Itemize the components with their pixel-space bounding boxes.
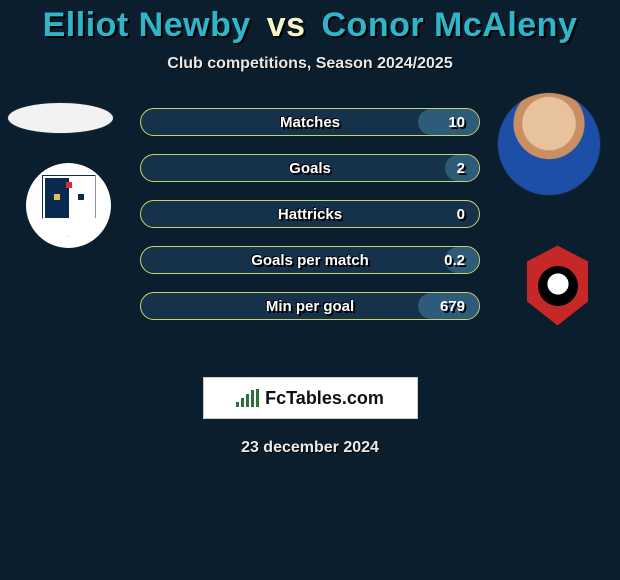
barrow-shield-icon <box>42 175 96 237</box>
branding-bar-icon <box>246 394 249 407</box>
branding-bar-icon <box>236 402 239 407</box>
stat-bar: Matches 10 <box>140 108 480 136</box>
stat-bar-value-right: 679 <box>440 298 465 315</box>
stat-bar: Hattricks 0 <box>140 200 480 228</box>
branding-bars-icon <box>236 389 259 407</box>
stat-bar: Goals 2 <box>140 154 480 182</box>
date-text: 23 december 2024 <box>0 439 620 457</box>
player2-name: Conor McAleny <box>322 6 578 44</box>
player1-name: Elliot Newby <box>43 6 251 44</box>
branding-bar-icon <box>241 398 244 407</box>
stat-bar-value-right: 10 <box>448 114 465 131</box>
salford-shield-icon <box>524 246 592 326</box>
stat-bar-label: Hattricks <box>278 206 342 223</box>
player1-photo <box>8 103 113 133</box>
lion-face-icon <box>538 266 578 306</box>
stat-bar-label: Min per goal <box>266 298 354 315</box>
stat-bar-value-right: 0.2 <box>444 252 465 269</box>
subtitle: Club competitions, Season 2024/2025 <box>0 55 620 73</box>
stat-bar-value-right: 2 <box>457 160 465 177</box>
stat-bar: Goals per match 0.2 <box>140 246 480 274</box>
stat-bars: Matches 10 Goals 2 Hattricks 0 Goals per match… <box>140 108 480 320</box>
player2-photo <box>498 93 600 195</box>
stat-bar-value-right: 0 <box>457 206 465 223</box>
branding-bar-icon <box>256 389 259 407</box>
player2-club-badge <box>515 243 600 328</box>
branding-box: FcTables.com <box>203 377 418 419</box>
stat-bar-label: Goals per match <box>251 252 369 269</box>
stat-bar-label: Matches <box>280 114 340 131</box>
comparison-title: Elliot Newby vs Conor McAleny <box>0 0 620 45</box>
content-area: Matches 10 Goals 2 Hattricks 0 Goals per match… <box>0 103 620 353</box>
branding-text: FcTables.com <box>265 388 384 409</box>
stat-bar: Min per goal 679 <box>140 292 480 320</box>
branding-bar-icon <box>251 390 254 407</box>
player1-club-badge <box>26 163 111 248</box>
stat-bar-label: Goals <box>289 160 331 177</box>
vs-text: vs <box>267 6 306 44</box>
